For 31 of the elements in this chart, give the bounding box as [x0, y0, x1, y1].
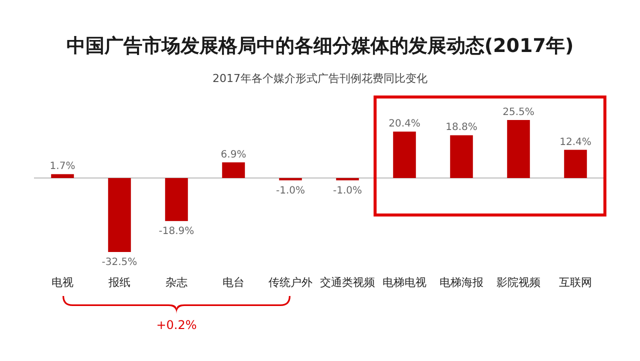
bar	[450, 135, 473, 178]
data-label: -1.0%	[276, 185, 306, 196]
x-tick-label: 电梯电视	[382, 276, 426, 289]
data-label: -32.5%	[102, 257, 138, 268]
data-label: 25.5%	[502, 107, 534, 118]
data-label: -18.9%	[158, 226, 194, 238]
data-label: 12.4%	[560, 136, 592, 148]
bar	[108, 178, 131, 252]
x-tick-label: 电梯海报	[440, 276, 484, 289]
bar	[507, 120, 530, 178]
data-label: 20.4%	[388, 118, 420, 130]
bar	[564, 150, 587, 178]
x-tick-label: 影院视频	[496, 276, 540, 289]
bar	[51, 174, 74, 178]
bar	[393, 132, 416, 178]
x-tick-label: 电视	[52, 276, 74, 289]
data-label: 18.8%	[446, 122, 478, 134]
x-tick-label: 报纸	[108, 276, 130, 289]
x-tick-label: 交通类视频	[320, 276, 375, 289]
x-tick-label: 互联网	[559, 276, 592, 289]
chart-subtitle: 2017年各个媒介形式广告刊例花费同比变化	[212, 72, 428, 85]
bar	[222, 162, 245, 178]
chart-title: 中国广告市场发展格局中的各细分媒体的发展动态(2017年)	[66, 35, 574, 57]
x-tick-label: 杂志	[166, 276, 188, 289]
data-label: 1.7%	[50, 161, 76, 172]
data-label: 6.9%	[220, 149, 246, 160]
x-tick-label: 电台	[222, 276, 244, 289]
text: +0.2%	[156, 318, 197, 332]
x-tick-label: 传统户外	[268, 276, 312, 289]
bar	[165, 178, 188, 222]
data-label: -1.0%	[332, 185, 362, 196]
